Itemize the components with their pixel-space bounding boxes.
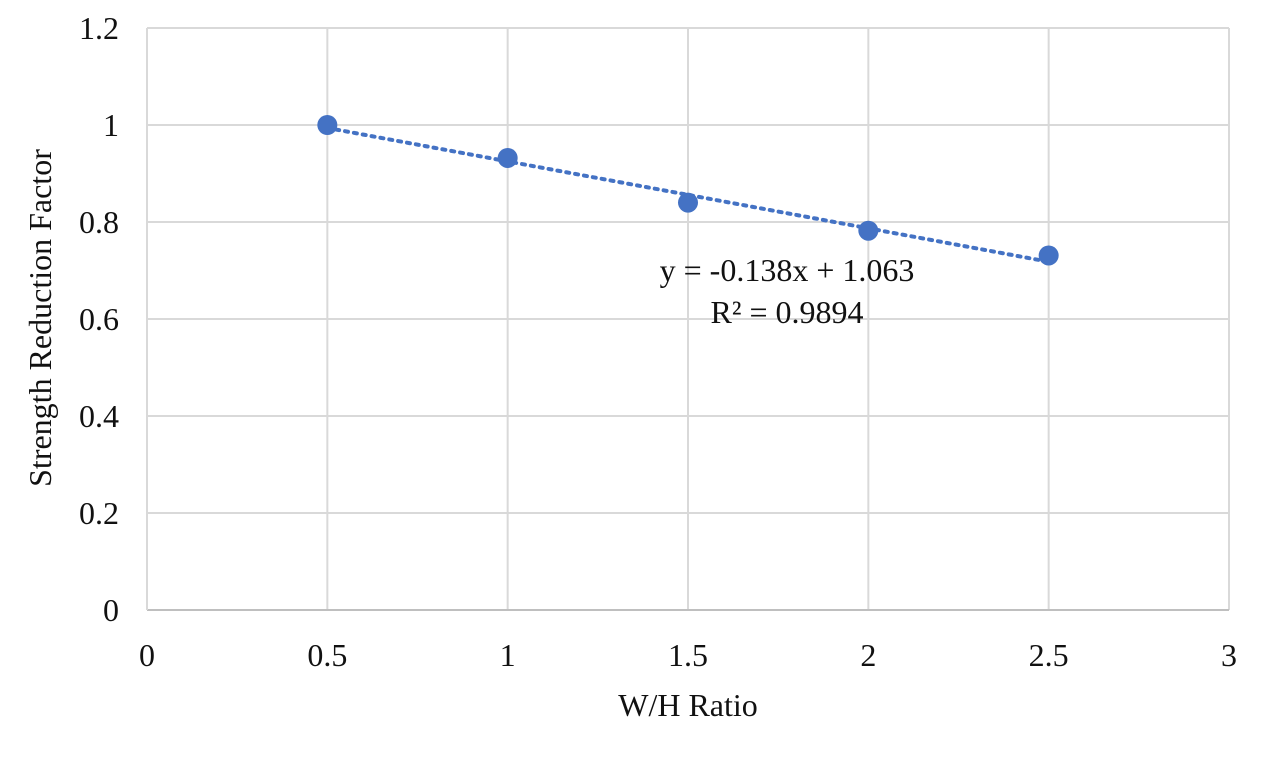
grid-lines xyxy=(147,27,1230,610)
axes xyxy=(146,28,1229,611)
data-points xyxy=(317,115,1059,266)
y-tick-label: 0.8 xyxy=(79,204,119,240)
x-tick-label: 0.5 xyxy=(307,637,347,673)
x-tick-label: 2.5 xyxy=(1029,637,1069,673)
y-tick-label: 0.6 xyxy=(79,301,119,337)
data-point xyxy=(497,147,518,168)
tick-labels: 0 0.2 0.4 0.6 0.8 1 1.2 0 0.5 1 1.5 2 2.5 3 xyxy=(79,10,1237,673)
y-tick-label: 0.4 xyxy=(79,398,119,434)
x-axis-title: W/H Ratio xyxy=(618,687,758,723)
x-tick-label: 1.5 xyxy=(668,637,708,673)
trendline-r-squared: R² = 0.9894 xyxy=(711,294,864,330)
y-tick-label: 0 xyxy=(103,592,119,628)
trendline-equation: y = -0.138x + 1.063 xyxy=(660,252,915,288)
data-point xyxy=(678,192,698,213)
x-tick-label: 1 xyxy=(500,637,516,673)
data-point xyxy=(1038,245,1059,266)
y-tick-label: 0.2 xyxy=(79,495,119,531)
y-tick-label: 1 xyxy=(103,107,119,143)
y-axis-title: Strength Reduction Factor xyxy=(22,149,58,487)
x-tick-label: 0 xyxy=(139,637,155,673)
data-point xyxy=(317,115,338,135)
x-tick-label: 2 xyxy=(860,637,876,673)
x-tick-label: 3 xyxy=(1221,637,1237,673)
linear-trendline xyxy=(325,125,1051,264)
y-tick-label: 1.2 xyxy=(79,10,119,46)
data-point xyxy=(858,220,879,241)
trendline-group xyxy=(325,125,1051,264)
